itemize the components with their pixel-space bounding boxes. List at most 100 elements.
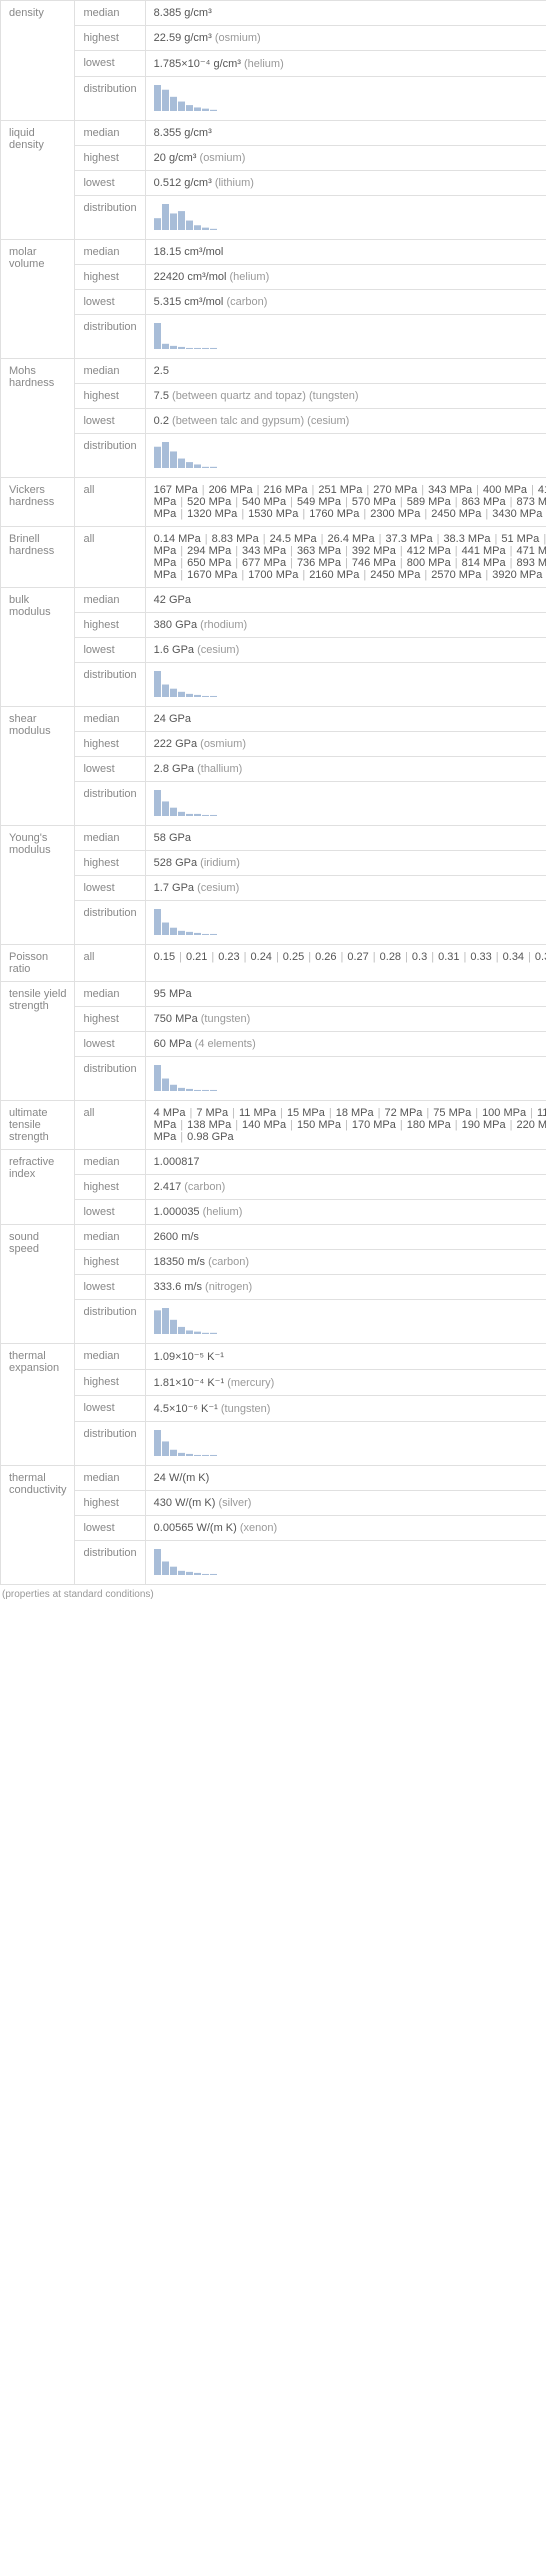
stat-label: highest [75,732,145,757]
property-row: densitymedian8.385 g/cm³ [1,1,546,26]
stat-value [145,196,546,240]
property-row: Brinell hardnessall0.14 MPa|8.83 MPa|24.… [1,527,546,588]
stat-label: highest [75,26,145,51]
stat-label: lowest [75,1200,145,1225]
stat-label: distribution [75,434,145,478]
property-row: lowest1.000035 (helium) [1,1200,546,1225]
property-row: distribution [1,77,546,121]
property-name: molar volume [1,240,75,359]
property-row: highest1.81×10⁻⁴ K⁻¹ (mercury) [1,1370,546,1396]
footer-note: (properties at standard conditions) [0,1585,546,1600]
property-name: bulk modulus [1,588,75,707]
stat-value: 430 W/(m K) (silver) [145,1491,546,1516]
property-row: sound speedmedian2600 m/s [1,1225,546,1250]
stat-value [145,663,546,707]
stat-value: 1.6 GPa (cesium) [145,638,546,663]
stat-value: 2.417 (carbon) [145,1175,546,1200]
stat-label: median [75,1,145,26]
stat-value: 167 MPa|206 MPa|216 MPa|251 MPa|270 MPa|… [145,478,546,527]
stat-value: 60 MPa (4 elements) [145,1032,546,1057]
stat-value: 42 GPa [145,588,546,613]
property-row: bulk modulusmedian42 GPa [1,588,546,613]
stat-label: all [75,1101,145,1150]
stat-label: all [75,478,145,527]
stat-label: median [75,1466,145,1491]
stat-value: 95 MPa [145,982,546,1007]
stat-label: all [75,527,145,588]
stat-label: highest [75,613,145,638]
stat-label: median [75,1150,145,1175]
property-row: Vickers hardnessall167 MPa|206 MPa|216 M… [1,478,546,527]
stat-value: 750 MPa (tungsten) [145,1007,546,1032]
stat-value [145,901,546,945]
property-row: molar volumemedian18.15 cm³/mol [1,240,546,265]
distribution-histogram [154,1428,224,1456]
property-row: highest750 MPa (tungsten) [1,1007,546,1032]
property-row: highest380 GPa (rhodium) [1,613,546,638]
property-name: refractive index [1,1150,75,1225]
distribution-histogram [154,1063,224,1091]
stat-label: lowest [75,1516,145,1541]
stat-label: highest [75,384,145,409]
stat-value [145,1541,546,1585]
property-row: highest222 GPa (osmium) [1,732,546,757]
stat-label: highest [75,1175,145,1200]
distribution-histogram [154,202,224,230]
stat-label: highest [75,265,145,290]
distribution-histogram [154,1547,224,1575]
distribution-histogram [154,321,224,349]
stat-value: 18.15 cm³/mol [145,240,546,265]
stat-value [145,1300,546,1344]
distribution-histogram [154,669,224,697]
property-name: ultimate tensile strength [1,1101,75,1150]
distribution-histogram [154,440,224,468]
property-row: lowest1.7 GPa (cesium) [1,876,546,901]
stat-value: 58 GPa [145,826,546,851]
property-row: highest528 GPa (iridium) [1,851,546,876]
property-row: distribution [1,782,546,826]
stat-label: highest [75,1491,145,1516]
stat-value [145,315,546,359]
distribution-histogram [154,1306,224,1334]
stat-value: 4 MPa|7 MPa|11 MPa|15 MPa|18 MPa|72 MPa|… [145,1101,546,1150]
stat-label: lowest [75,409,145,434]
property-name: Poisson ratio [1,945,75,982]
stat-value [145,1057,546,1101]
property-row: lowest0.2 (between talc and gypsum) (ces… [1,409,546,434]
stat-label: median [75,1344,145,1370]
property-row: distribution [1,434,546,478]
stat-value: 222 GPa (osmium) [145,732,546,757]
stat-value: 4.5×10⁻⁶ K⁻¹ (tungsten) [145,1396,546,1422]
stat-value: 2.5 [145,359,546,384]
stat-label: distribution [75,196,145,240]
stat-value: 0.512 g/cm³ (lithium) [145,171,546,196]
stat-label: lowest [75,290,145,315]
stat-label: median [75,826,145,851]
property-row: lowest0.512 g/cm³ (lithium) [1,171,546,196]
property-row: thermal expansionmedian1.09×10⁻⁵ K⁻¹ [1,1344,546,1370]
stat-value: 528 GPa (iridium) [145,851,546,876]
stat-label: distribution [75,1541,145,1585]
property-row: distribution [1,1057,546,1101]
stat-value: 24 GPa [145,707,546,732]
property-name: liquid density [1,121,75,240]
stat-value: 2.8 GPa (thallium) [145,757,546,782]
stat-label: lowest [75,1396,145,1422]
distribution-histogram [154,83,224,111]
stat-value: 0.14 MPa|8.83 MPa|24.5 MPa|26.4 MPa|37.3… [145,527,546,588]
stat-label: distribution [75,315,145,359]
stat-label: highest [75,1250,145,1275]
property-name: density [1,1,75,121]
property-row: lowest333.6 m/s (nitrogen) [1,1275,546,1300]
property-row: liquid densitymedian8.355 g/cm³ [1,121,546,146]
stat-label: highest [75,851,145,876]
stat-value [145,782,546,826]
property-row: tensile yield strengthmedian95 MPa [1,982,546,1007]
stat-label: lowest [75,1275,145,1300]
stat-label: lowest [75,757,145,782]
stat-label: lowest [75,1032,145,1057]
stat-label: lowest [75,876,145,901]
stat-label: distribution [75,782,145,826]
property-name: Brinell hardness [1,527,75,588]
stat-label: lowest [75,171,145,196]
